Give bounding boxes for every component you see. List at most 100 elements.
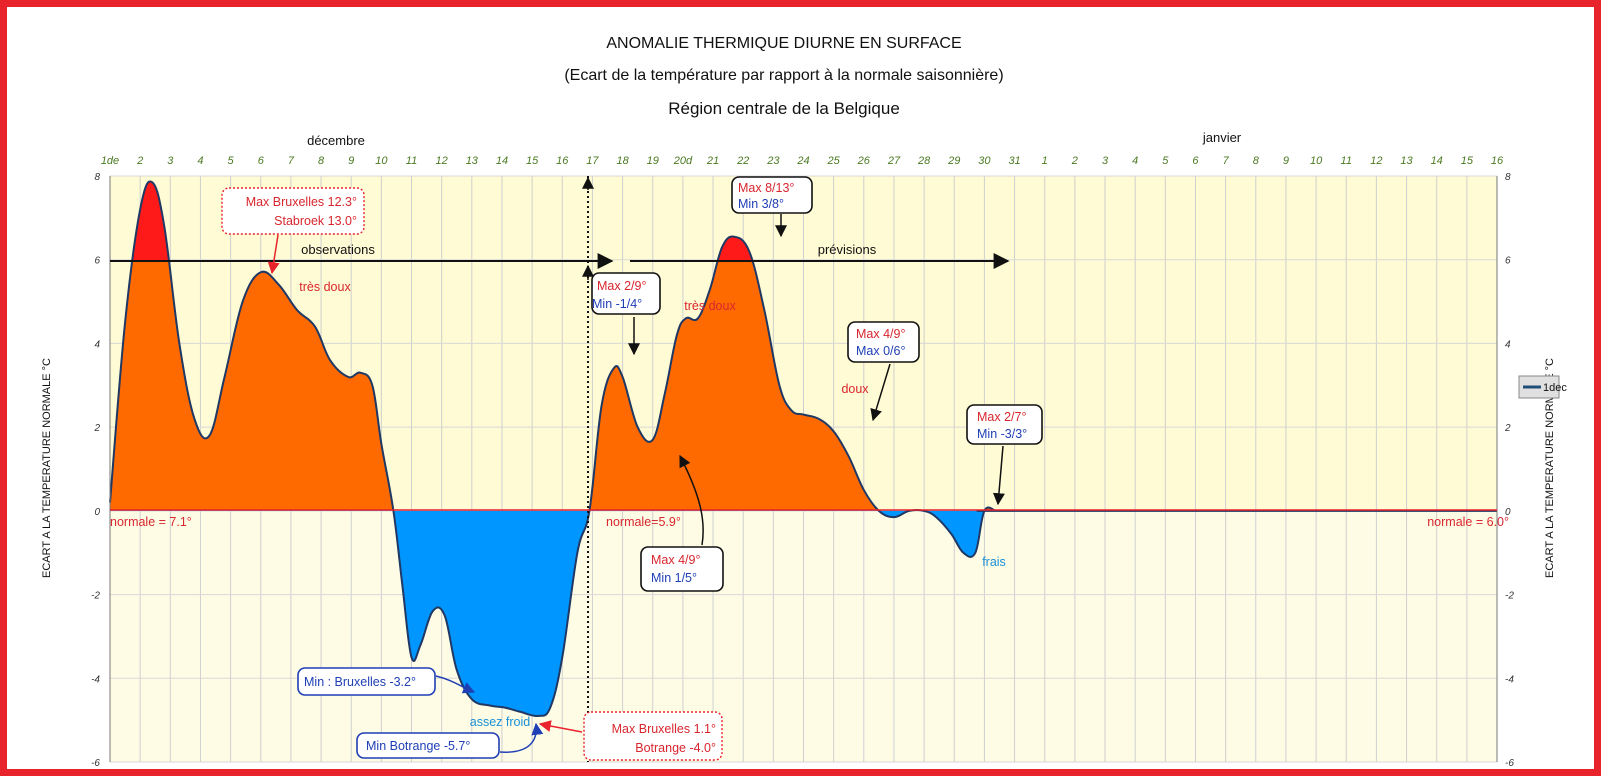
box-max-8-13-line2: Min 3/8° bbox=[738, 197, 784, 211]
y-axis-label-right: ECART A LA TEMPERATURE NORMALE °C bbox=[1544, 358, 1556, 578]
x-tick-label: 26 bbox=[857, 155, 871, 167]
x-tick-label: 6 bbox=[1192, 155, 1199, 167]
box-max-bruxelles-2-line2: Botrange -4.0° bbox=[635, 741, 716, 755]
y-tick-label-right: -2 bbox=[1505, 591, 1514, 602]
y-tick-label-left: 2 bbox=[93, 423, 100, 434]
box-max-8-13: Max 8/13° Min 3/8° bbox=[731, 176, 813, 238]
x-tick-label: 30 bbox=[978, 155, 991, 167]
box-min-bruxelles-text: Min : Bruxelles -3.2° bbox=[304, 675, 416, 689]
x-tick-label: 6 bbox=[258, 155, 265, 167]
x-tick-label: 2 bbox=[136, 155, 143, 167]
y-axis-label-left: ECART A LA TEMPERATURE NORMALE °C bbox=[41, 358, 53, 578]
x-tick-label: 29 bbox=[947, 155, 960, 167]
box-max-4-9a-line1: Max 4/9° bbox=[856, 327, 905, 341]
x-tick-label: 8 bbox=[318, 155, 325, 167]
legend: 1dec bbox=[1518, 375, 1567, 399]
negative-anomaly-area bbox=[110, 510, 1497, 717]
x-tick-label: 8 bbox=[1253, 155, 1260, 167]
box-max-4-9b-line2: Min 1/5° bbox=[651, 571, 697, 585]
y-tick-label-left: 0 bbox=[94, 507, 100, 518]
chart-subtitle: (Ecart de la température par rapport à l… bbox=[564, 67, 1003, 84]
x-tick-label: 11 bbox=[406, 155, 417, 167]
label-normale-2: normale=5.9° bbox=[606, 515, 681, 529]
label-normale-1: normale = 7.1° bbox=[110, 515, 192, 529]
x-tick-label: 1 bbox=[1042, 155, 1048, 167]
box-max-2-7-line2: Min -3/3° bbox=[977, 427, 1027, 441]
y-tick-label-left: 6 bbox=[94, 256, 100, 267]
legend-label: 1dec bbox=[1543, 382, 1567, 394]
x-tick-label: 28 bbox=[917, 155, 931, 167]
x-tick-label: 31 bbox=[1008, 155, 1020, 167]
x-tick-label: 2 bbox=[1071, 155, 1078, 167]
label-normale-3: normale = 6.0° bbox=[1427, 515, 1509, 529]
x-tick-label: 4 bbox=[197, 155, 203, 167]
box-max-2-9-line1: Max 2/9° bbox=[597, 279, 646, 293]
y-tick-label-right: -6 bbox=[1505, 758, 1514, 769]
x-tick-label: 15 bbox=[526, 155, 539, 167]
x-tick-label: 15 bbox=[1461, 155, 1474, 167]
box-max-4-9a: Max 4/9° Max 0/6° bbox=[847, 321, 920, 422]
box-max-bruxelles-2: Max Bruxelles 1.1° Botrange -4.0° bbox=[538, 711, 723, 761]
box-max-bruxelles-1-line1: Max Bruxelles 12.3° bbox=[246, 195, 357, 209]
y-tick-label-right: -4 bbox=[1505, 674, 1514, 685]
y-tick-label-left: -4 bbox=[91, 674, 100, 685]
x-tick-label: 7 bbox=[1223, 155, 1230, 167]
month-label-january: janvier bbox=[1202, 130, 1242, 145]
x-tick-label: 11 bbox=[1341, 155, 1352, 167]
previsions-label: prévisions bbox=[818, 242, 877, 257]
box-max-bruxelles-2-line1: Max Bruxelles 1.1° bbox=[612, 722, 716, 736]
y-tick-label-left: 8 bbox=[94, 172, 100, 183]
box-min-botrange: Min Botrange -5.7° bbox=[356, 722, 544, 759]
x-tick-label: 21 bbox=[706, 155, 719, 167]
x-tick-label: 24 bbox=[796, 155, 809, 167]
box-max-bruxelles-1-line2: Stabroek 13.0° bbox=[274, 214, 357, 228]
observations-label: observations bbox=[301, 242, 375, 257]
label-tres-doux-2: très doux bbox=[684, 299, 736, 313]
y-tick-label-right: 6 bbox=[1505, 256, 1511, 267]
x-tick-label: 12 bbox=[1370, 155, 1382, 167]
x-tick-label: 22 bbox=[736, 155, 749, 167]
y-tick-label-left: -6 bbox=[91, 758, 100, 769]
x-tick-label: 27 bbox=[887, 155, 901, 167]
x-tick-label: 18 bbox=[616, 155, 629, 167]
x-tick-label: 16 bbox=[556, 155, 569, 167]
box-max-4-9b: Max 4/9° Min 1/5° bbox=[640, 454, 724, 592]
y-tick-label-right: 0 bbox=[1505, 507, 1511, 518]
box-max-2-9-line2: Min -1/4° bbox=[592, 297, 642, 311]
x-tick-label: 1de bbox=[101, 155, 119, 167]
x-tick-label: 17 bbox=[586, 155, 599, 167]
box-min-bruxelles: Min : Bruxelles -3.2° bbox=[297, 667, 476, 696]
x-tick-label: 19 bbox=[647, 155, 659, 167]
box-min-botrange-text: Min Botrange -5.7° bbox=[366, 739, 470, 753]
y-tick-labels: -6 -6 -4 -4 -2 -2 0 0 2 2 4 4 6 6 8 8 bbox=[91, 172, 1514, 769]
x-tick-label: 14 bbox=[496, 155, 508, 167]
label-tres-doux-1: très doux bbox=[299, 280, 351, 294]
x-tick-label: 5 bbox=[228, 155, 235, 167]
month-label-december: décembre bbox=[307, 133, 365, 148]
x-tick-label: 10 bbox=[375, 155, 388, 167]
chart-region: Région centrale de la Belgique bbox=[668, 99, 900, 118]
x-tick-label: 9 bbox=[348, 155, 354, 167]
label-doux: doux bbox=[841, 382, 869, 396]
x-tick-label: 16 bbox=[1491, 155, 1504, 167]
x-tick-label: 3 bbox=[167, 155, 174, 167]
y-tick-label-left: -2 bbox=[91, 591, 100, 602]
box-max-2-7-line1: Max 2/7° bbox=[977, 410, 1026, 424]
chart-title: ANOMALIE THERMIQUE DIURNE EN SURFACE bbox=[606, 35, 961, 52]
box-max-bruxelles-1: Max Bruxelles 12.3° Stabroek 13.0° bbox=[221, 187, 365, 275]
x-tick-label: 7 bbox=[288, 155, 295, 167]
x-tick-label: 13 bbox=[466, 155, 479, 167]
x-tick-label: 13 bbox=[1400, 155, 1413, 167]
x-tick-label: 23 bbox=[766, 155, 780, 167]
x-tick-label: 9 bbox=[1283, 155, 1289, 167]
y-tick-label-right: 8 bbox=[1505, 172, 1511, 183]
x-tick-label: 12 bbox=[436, 155, 448, 167]
box-max-2-7: Max 2/7° Min -3/3° bbox=[966, 404, 1043, 506]
label-assez-froid: assez froid bbox=[470, 715, 530, 729]
label-frais: frais bbox=[982, 555, 1006, 569]
top-tick-labels: 1de 2 3 4 5 6 7 8 9 10 11 12 13 14 15 16 17 18 19 20d 21 22 23… bbox=[101, 155, 1504, 167]
positive-anomaly-area bbox=[110, 181, 994, 510]
box-max-8-13-line1: Max 8/13° bbox=[738, 181, 794, 195]
x-tick-label: 10 bbox=[1310, 155, 1323, 167]
